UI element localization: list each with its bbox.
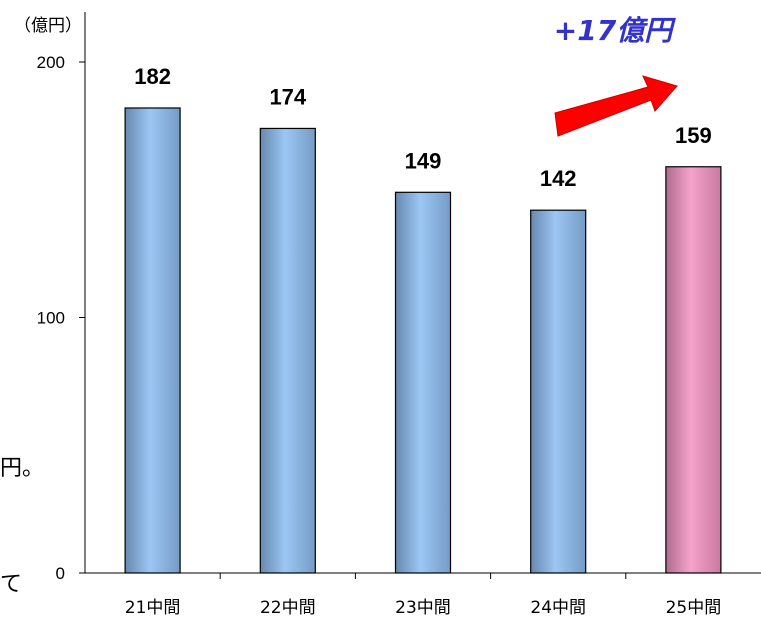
y-tick-label: 0	[56, 564, 65, 583]
bar-21中間	[125, 108, 180, 573]
y-tick-label: 100	[37, 309, 65, 328]
category-label: 23中間	[395, 598, 451, 618]
unit-label: （億円）	[14, 16, 82, 36]
value-label: 149	[405, 148, 442, 173]
bar-23中間	[396, 192, 451, 573]
bar-25中間	[666, 167, 721, 573]
category-label: 25中間	[666, 598, 722, 618]
category-label: 22中間	[260, 598, 316, 618]
bar-24中間	[531, 210, 586, 573]
value-label: 182	[134, 64, 171, 89]
y-tick-label: 200	[37, 53, 65, 72]
value-label: 159	[675, 123, 712, 148]
category-label: 24中間	[530, 598, 586, 618]
value-label: 142	[540, 166, 577, 191]
increase-annotation: +17億円	[554, 14, 676, 47]
bar-22中間	[260, 128, 315, 573]
value-label: 174	[269, 84, 306, 109]
category-label: 21中間	[125, 598, 181, 618]
increase-arrow	[555, 76, 677, 136]
